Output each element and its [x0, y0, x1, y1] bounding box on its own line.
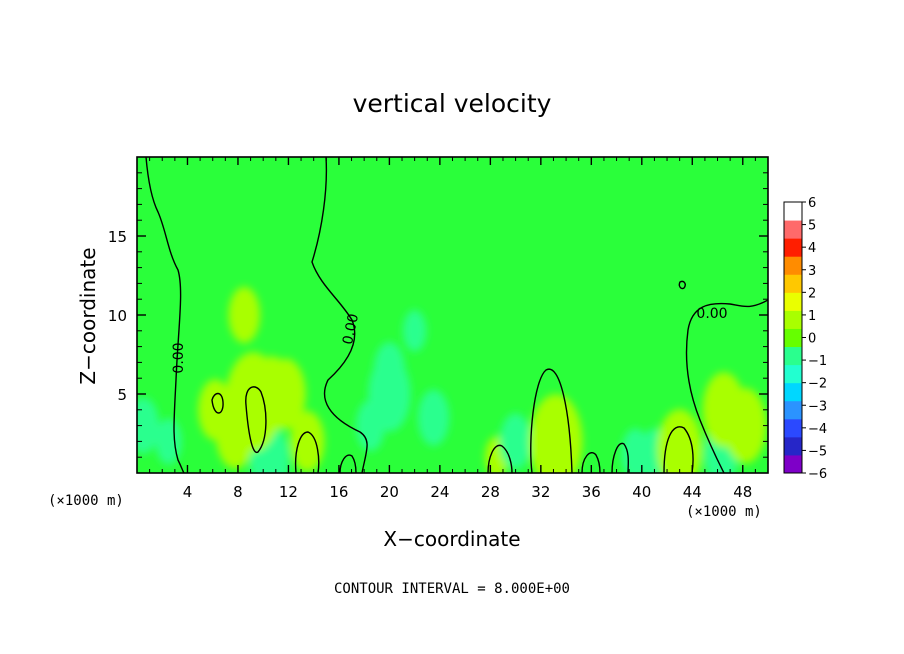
colorbar-swatch [784, 436, 802, 456]
x-tick-label: 24 [430, 483, 449, 501]
contour-cell-42 [663, 426, 694, 473]
colorbar-tick-label: −3 [808, 399, 827, 414]
zero-contour-middle [311, 157, 368, 473]
y-tick-label: 5 [117, 386, 127, 404]
x-tick-label: 28 [481, 483, 500, 501]
colorbar-tick-label: −5 [808, 444, 827, 459]
colorbar-swatch [784, 418, 802, 438]
contour-cell-16 [339, 454, 357, 473]
contour-label-right: 0.00 [696, 306, 727, 322]
y-tick-label: 15 [108, 228, 127, 246]
colorbar-tick-label: 2 [808, 286, 816, 301]
x-axis: 4 8 12 16 20 24 28 32 36 40 44 48 [149, 157, 756, 501]
colorbar-tick-label: −4 [808, 422, 827, 437]
field-cell [657, 409, 703, 473]
x-tick-label: 36 [582, 483, 601, 501]
colorbar-tick-label: 4 [808, 241, 816, 256]
field-cell [402, 310, 427, 352]
contour-label-middle: 0.00 [340, 312, 362, 346]
field-cell [137, 397, 160, 454]
colorbar-swatch [784, 238, 802, 257]
contour-interval-note: CONTOUR INTERVAL = 8.000E+00 [334, 581, 570, 597]
zero-contour-left [145, 157, 185, 473]
x-tick-label: 12 [279, 483, 298, 501]
colorbar-tick-label: 6 [808, 196, 816, 211]
contour-cell-36 [581, 452, 601, 473]
contour-left-lower [211, 392, 224, 414]
chart-title: vertical velocity [353, 89, 552, 118]
colorbar-swatch [784, 256, 802, 275]
x-tick-label: 20 [380, 483, 399, 501]
colorbar-swatch [784, 454, 802, 474]
colorbar-swatch [784, 220, 802, 239]
colorbar-swatch [784, 346, 802, 366]
field-cell [228, 287, 261, 343]
plot-area: 0.00 0.00 0.00 [136, 156, 769, 474]
colorbar-tick-label: 3 [808, 264, 816, 279]
field-cell [368, 356, 411, 432]
x-tick-label: 4 [183, 483, 193, 501]
colorbar-swatch [784, 328, 802, 348]
x-unit-right: (×1000 m) [686, 504, 762, 520]
contour-small-cell [678, 280, 686, 290]
x-axis-label: X−coordinate [383, 527, 520, 551]
colorbar-tick-label: −1 [808, 354, 827, 369]
colorbar-tick-label: −6 [808, 467, 827, 482]
x-tick-label: 32 [531, 483, 550, 501]
colorbar: 6 5 4 3 2 1 0 −1 −2 −3 −4 −5 −6 [783, 196, 827, 482]
colorbar-swatch [784, 364, 802, 384]
colorbar-tick-label: 0 [808, 332, 816, 347]
field-cell [417, 389, 450, 446]
y-tick-label: 10 [108, 307, 127, 325]
zero-contour-right [685, 299, 768, 473]
colorbar-tick-label: 1 [808, 309, 816, 324]
contour-strong-updraft [245, 386, 267, 453]
field-cell [225, 352, 282, 452]
colorbar-swatch [784, 292, 802, 311]
colorbar-tick-label: −2 [808, 377, 827, 392]
colorbar-tick-label: 5 [808, 219, 816, 234]
field-cell [499, 413, 532, 470]
x-tick-label: 44 [683, 483, 702, 501]
x-unit-left: (×1000 m) [48, 493, 124, 509]
colorbar-swatch [784, 202, 802, 221]
colorbar-swatch [784, 400, 802, 420]
y-axis-label: Z−coordinate [76, 247, 100, 384]
colorbar-swatch [784, 274, 802, 293]
colorbar-swatch [784, 382, 802, 402]
contour-label-left: 0.00 [171, 342, 187, 373]
x-tick-label: 48 [733, 483, 752, 501]
x-tick-label: 40 [632, 483, 651, 501]
field-cell [724, 388, 767, 464]
contour-cell-20 [487, 444, 513, 473]
colorbar-swatch [784, 310, 802, 329]
y-axis: 5 10 15 [108, 172, 768, 458]
x-tick-label: 8 [233, 483, 243, 501]
contour-cell-30 [530, 368, 573, 473]
x-tick-label: 16 [329, 483, 348, 501]
field-cell [155, 418, 182, 465]
contour-cell-39 [611, 442, 630, 473]
contour-cell-13 [294, 431, 320, 473]
field-cell [529, 394, 583, 473]
field-cell [290, 411, 325, 472]
